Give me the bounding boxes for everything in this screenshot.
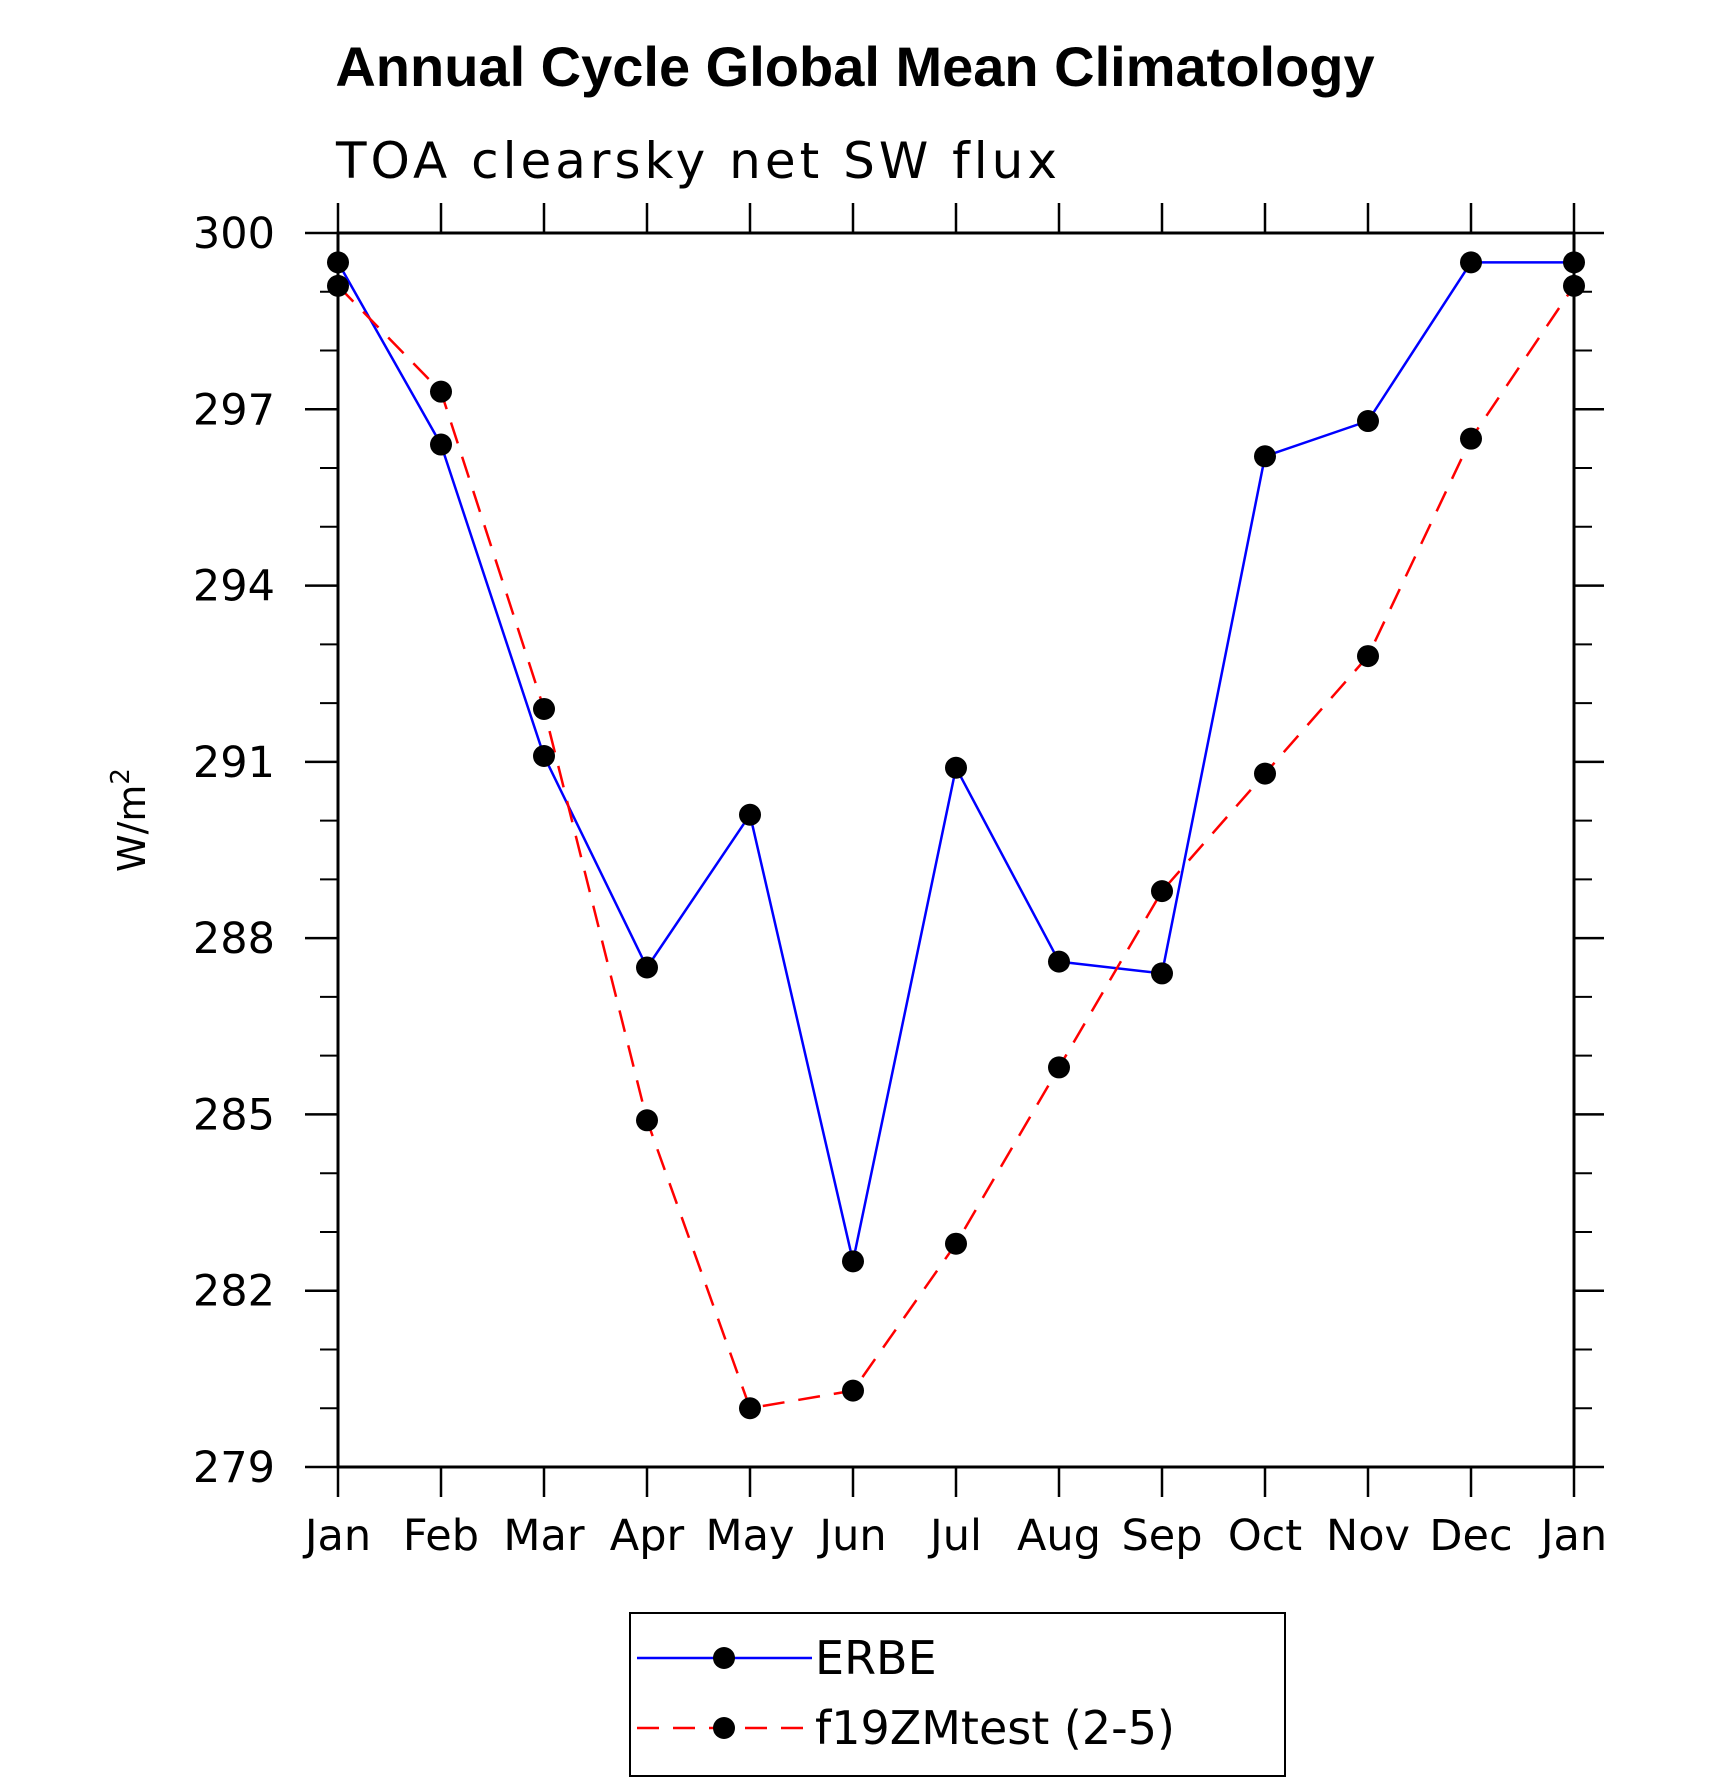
legend-f19-marker [713,1717,735,1739]
x-tick-label: Oct [1228,1511,1302,1561]
series-1-point [842,1379,864,1402]
series-1-point [533,697,555,720]
x-tick-label: Jan [1538,1511,1607,1561]
y-axis-label-superscript: 2 [106,768,136,785]
series-0-point [430,433,452,456]
series-layer [327,251,1585,1420]
series-0-point [842,1250,864,1273]
legend-erbe-marker [713,1647,735,1669]
y-tick-label: 279 [193,1443,275,1493]
y-tick-label: 291 [193,738,275,788]
series-1-point [1254,762,1276,785]
series-1-point [1460,427,1482,450]
y-tick-label: 288 [193,914,275,964]
series-0-point [636,956,658,979]
plot-frame [336,231,1576,1469]
series-1-point [739,1397,761,1420]
series-0-point [739,803,761,826]
x-tick-label: Jun [816,1511,886,1561]
y-tick-label: 294 [193,562,275,612]
legend-f19-label: f19ZMtest (2-5) [815,1701,1175,1755]
series-0-point [1357,410,1379,433]
series-0-point [1460,251,1482,274]
series-0-point [1563,251,1585,274]
series-0-point [1254,445,1276,468]
series-0-point [533,744,555,767]
x-tick-label: Aug [1017,1511,1101,1561]
series-1-point [1048,1056,1070,1079]
series-1-point [327,274,349,297]
series-1-point [1563,274,1585,297]
legend-box [629,1612,1286,1777]
plot-axes: Jan Feb Mar Apr May Jun Jul Aug Sep Oct Nov Dec Jan 2… [193,203,1607,1561]
y-tick-label: 297 [193,385,275,435]
series-0-point [327,251,349,274]
series-1-point [636,1109,658,1132]
series-0-point [1151,962,1173,985]
y-tick-label: 282 [193,1267,275,1317]
x-tick-label: Feb [403,1511,479,1561]
legend: ERBE f19ZMtest (2-5) [629,1612,1286,1777]
series-1-point [945,1232,967,1255]
series-0-point [945,756,967,779]
x-tick-label: Jan [302,1511,371,1561]
y-axis-label: W/m2 [106,768,154,872]
series-1-point [1357,645,1379,668]
series-1-point [430,380,452,403]
y-tick-label: 285 [193,1090,275,1140]
chart-subtitle: TOA clearsky net SW flux [335,132,1061,190]
x-tick-label: Apr [610,1511,685,1561]
series-0-point [1048,950,1070,973]
series-1-point [1151,880,1173,903]
chart-title: Annual Cycle Global Mean Climatology [335,35,1374,98]
x-tick-label: Jul [927,1511,982,1561]
y-tick-label: 300 [193,209,275,259]
x-tick-label: Dec [1429,1511,1512,1561]
x-tick-label: Nov [1326,1511,1410,1561]
legend-erbe-label: ERBE [815,1631,937,1685]
x-tick-label: Mar [503,1511,584,1561]
x-tick-label: Sep [1121,1511,1202,1561]
x-tick-label: May [706,1511,795,1561]
